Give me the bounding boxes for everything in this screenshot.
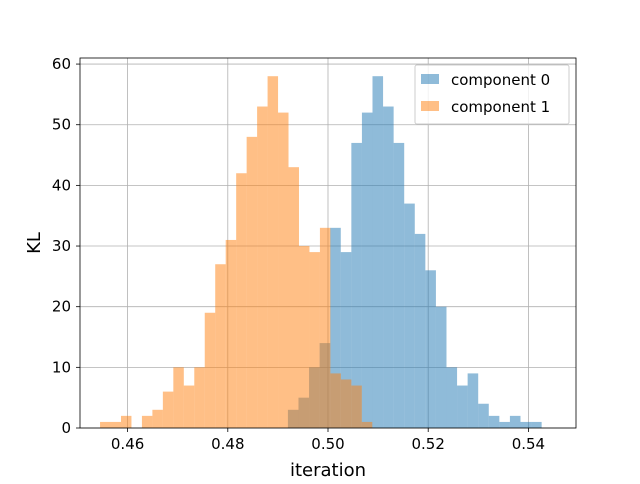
histogram-bar [100, 421, 111, 428]
histogram-bar [467, 373, 479, 428]
histogram-bar [520, 421, 532, 428]
y-tick-label: 60 [52, 55, 71, 73]
histogram-bar [173, 367, 184, 428]
y-tick-label: 50 [52, 116, 71, 134]
histogram-bar [215, 264, 226, 428]
histogram-bar [288, 167, 299, 428]
histogram-bar [110, 421, 121, 428]
histogram-bar [278, 112, 289, 429]
x-tick-label: 0.50 [311, 435, 344, 453]
legend-label-component-1: component 1 [451, 98, 550, 116]
histogram-bar [393, 142, 405, 428]
histogram-bar [351, 142, 362, 428]
histogram-bar [446, 367, 458, 428]
histogram-bar [340, 252, 352, 428]
histogram-bar [120, 415, 132, 428]
histogram-bar [383, 106, 394, 428]
y-tick-label: 40 [52, 176, 71, 194]
histogram-bar [435, 306, 447, 428]
x-tick-label: 0.48 [211, 435, 244, 453]
histogram-bar [330, 227, 341, 428]
y-tick-label: 30 [52, 237, 71, 255]
legend: component 0 component 1 [414, 64, 570, 125]
y-tick-label: 10 [52, 358, 71, 376]
legend-label-component-0: component 0 [451, 71, 550, 89]
histogram-bars [100, 76, 542, 429]
histogram-bar [141, 415, 153, 428]
histogram-bar [298, 246, 310, 428]
histogram-bar [499, 421, 510, 428]
y-axis-label: KL [24, 232, 45, 254]
histogram-bar [488, 415, 500, 428]
legend-box [414, 64, 570, 125]
histogram-bar [340, 379, 352, 428]
histogram-bar [162, 391, 174, 428]
histogram-bar [372, 76, 384, 429]
histogram-bar [183, 385, 195, 428]
legend-swatch-component-0 [421, 74, 439, 84]
legend-swatch-component-1 [421, 101, 439, 111]
histogram-bar [330, 373, 341, 428]
histogram-bar [152, 409, 163, 428]
series-component-1 [100, 76, 373, 429]
histogram-bar [478, 403, 489, 428]
histogram-bar [425, 270, 436, 428]
histogram-bar [531, 421, 542, 428]
histogram-bar [194, 367, 205, 428]
histogram-bar [361, 112, 373, 429]
histogram-bar [351, 385, 362, 428]
x-tick-label: 0.52 [411, 435, 444, 453]
histogram-bar [225, 239, 237, 428]
x-axis-label: iteration [290, 460, 366, 480]
histogram-bar [236, 173, 247, 428]
histogram-bar [309, 252, 320, 428]
histogram-bar [204, 312, 216, 428]
histogram-bar [361, 421, 373, 428]
y-tick-label: 0 [61, 419, 71, 437]
histogram-bar [267, 76, 279, 429]
histogram-bar [457, 385, 468, 428]
histogram-bar [404, 203, 415, 428]
histogram-bar [257, 106, 268, 428]
histogram-bar [319, 227, 331, 428]
histogram-bar [509, 415, 521, 428]
x-tick-label: 0.54 [512, 435, 545, 453]
axis-ticks: 0.46 0.48 0.50 0.52 0.54 0 10 20 30 40 50 60 [52, 55, 545, 453]
histogram-bar [414, 233, 426, 428]
y-tick-label: 20 [52, 298, 71, 316]
histogram-bar [246, 136, 258, 428]
x-tick-label: 0.46 [111, 435, 144, 453]
